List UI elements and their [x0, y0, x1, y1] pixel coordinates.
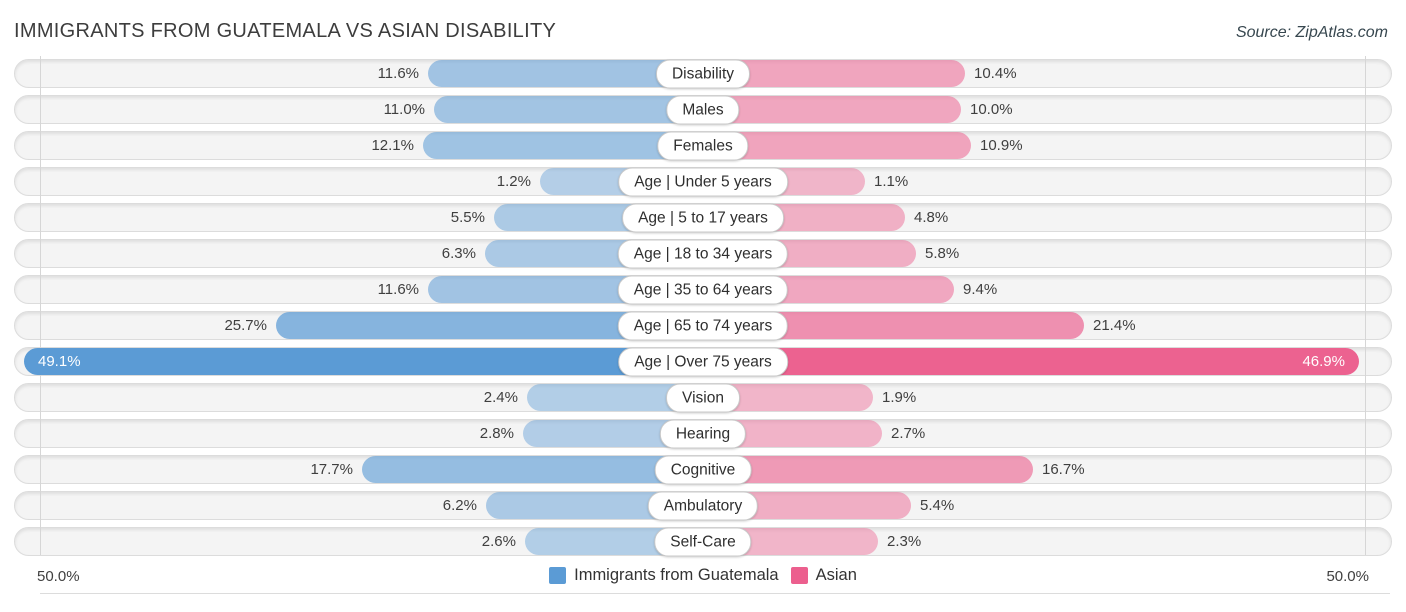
category-label: Self-Care	[654, 527, 752, 556]
category-label: Females	[657, 131, 749, 160]
category-label: Age | Under 5 years	[618, 167, 788, 196]
chart-row: 2.6% 2.3% Self-Care	[14, 527, 1392, 556]
value-label: 5.8%	[925, 245, 960, 262]
value-label: 9.4%	[963, 281, 998, 298]
value-label: 21.4%	[1093, 317, 1136, 334]
chart-row: 11.6% 10.4% Disability	[14, 59, 1392, 88]
category-label: Cognitive	[654, 455, 752, 484]
category-label: Age | 5 to 17 years	[622, 203, 784, 232]
value-label: 25.7%	[224, 317, 267, 334]
value-label: 46.9%	[1302, 353, 1345, 370]
bar-guatemala	[434, 96, 703, 123]
value-label: 17.7%	[310, 461, 353, 478]
value-label: 10.9%	[980, 137, 1023, 154]
chart-row: 25.7% 21.4% Age | 65 to 74 years	[14, 311, 1392, 340]
value-label: 12.1%	[371, 137, 414, 154]
value-label: 11.6%	[377, 65, 419, 82]
value-label: 5.4%	[920, 497, 955, 514]
bar-asian	[703, 348, 1359, 375]
value-label: 49.1%	[38, 353, 81, 370]
chart-rows: 11.6% 10.4% Disability 11.0% 10.0% Males 12.1%…	[14, 59, 1392, 556]
category-label: Age | 65 to 74 years	[617, 311, 789, 340]
bar-guatemala	[24, 348, 703, 375]
axis-gridline-left	[40, 56, 41, 555]
value-label: 2.3%	[887, 533, 922, 550]
legend-item-guatemala: Immigrants from Guatemala	[549, 566, 779, 585]
legend-label: Asian	[815, 566, 857, 584]
category-label: Vision	[666, 383, 740, 412]
bar-asian	[703, 456, 1033, 483]
category-label: Males	[666, 95, 740, 124]
bar-guatemala	[423, 132, 703, 159]
chart-row: 1.2% 1.1% Age | Under 5 years	[14, 167, 1392, 196]
chart-row: 6.2% 5.4% Ambulatory	[14, 491, 1392, 520]
value-label: 16.7%	[1042, 461, 1085, 478]
value-label: 1.1%	[874, 173, 909, 190]
tornado-chart: 11.6% 10.4% Disability 11.0% 10.0% Males 12.1%…	[14, 56, 1392, 556]
chart-row: 17.7% 16.7% Cognitive	[14, 455, 1392, 484]
chart-row: 6.3% 5.8% Age | 18 to 34 years	[14, 239, 1392, 268]
chart-row: 5.5% 4.8% Age | 5 to 17 years	[14, 203, 1392, 232]
value-label: 11.0%	[383, 101, 425, 118]
chart-row: 49.1% 46.9% Age | Over 75 years	[14, 347, 1392, 376]
chart-row: 2.8% 2.7% Hearing	[14, 419, 1392, 448]
value-label: 6.2%	[442, 497, 477, 514]
category-label: Ambulatory	[647, 491, 759, 520]
chart-row: 11.6% 9.4% Age | 35 to 64 years	[14, 275, 1392, 304]
value-label: 2.4%	[483, 389, 518, 406]
category-label: Age | 35 to 64 years	[617, 275, 789, 304]
axis-gridline-right	[1365, 56, 1366, 555]
value-label: 4.8%	[914, 209, 949, 226]
footer-divider	[40, 593, 1390, 594]
legend-label: Immigrants from Guatemala	[574, 566, 779, 584]
category-label: Age | Over 75 years	[618, 347, 788, 376]
category-label: Disability	[655, 59, 751, 88]
category-label: Age | 18 to 34 years	[617, 239, 789, 268]
legend-swatch-pink-icon	[790, 567, 808, 584]
category-label: Hearing	[659, 419, 747, 448]
value-label: 1.2%	[496, 173, 531, 190]
chart-row: 11.0% 10.0% Males	[14, 95, 1392, 124]
chart-footer: 50.0% Immigrants from Guatemala Asian 50…	[0, 564, 1406, 596]
axis-max-left: 50.0%	[37, 568, 80, 585]
bar-guatemala	[362, 456, 703, 483]
legend-item-asian: Asian	[790, 566, 857, 585]
legend: Immigrants from Guatemala Asian	[0, 566, 1406, 585]
header: IMMIGRANTS FROM GUATEMALA VS ASIAN DISAB…	[0, 0, 1406, 59]
value-label: 10.0%	[970, 101, 1013, 118]
value-label: 1.9%	[882, 389, 917, 406]
value-label: 2.6%	[481, 533, 516, 550]
source-link[interactable]: Source: ZipAtlas.com	[1235, 24, 1388, 41]
legend-swatch-blue-icon	[549, 567, 567, 584]
bar-asian	[703, 96, 961, 123]
page-title: IMMIGRANTS FROM GUATEMALA VS ASIAN DISAB…	[14, 20, 557, 42]
axis-max-right: 50.0%	[1326, 568, 1369, 585]
value-label: 11.6%	[377, 281, 419, 298]
chart-row: 12.1% 10.9% Females	[14, 131, 1392, 160]
chart-row: 2.4% 1.9% Vision	[14, 383, 1392, 412]
value-label: 2.7%	[891, 425, 926, 442]
value-label: 10.4%	[974, 65, 1017, 82]
value-label: 5.5%	[450, 209, 485, 226]
value-label: 2.8%	[479, 425, 514, 442]
value-label: 6.3%	[441, 245, 476, 262]
